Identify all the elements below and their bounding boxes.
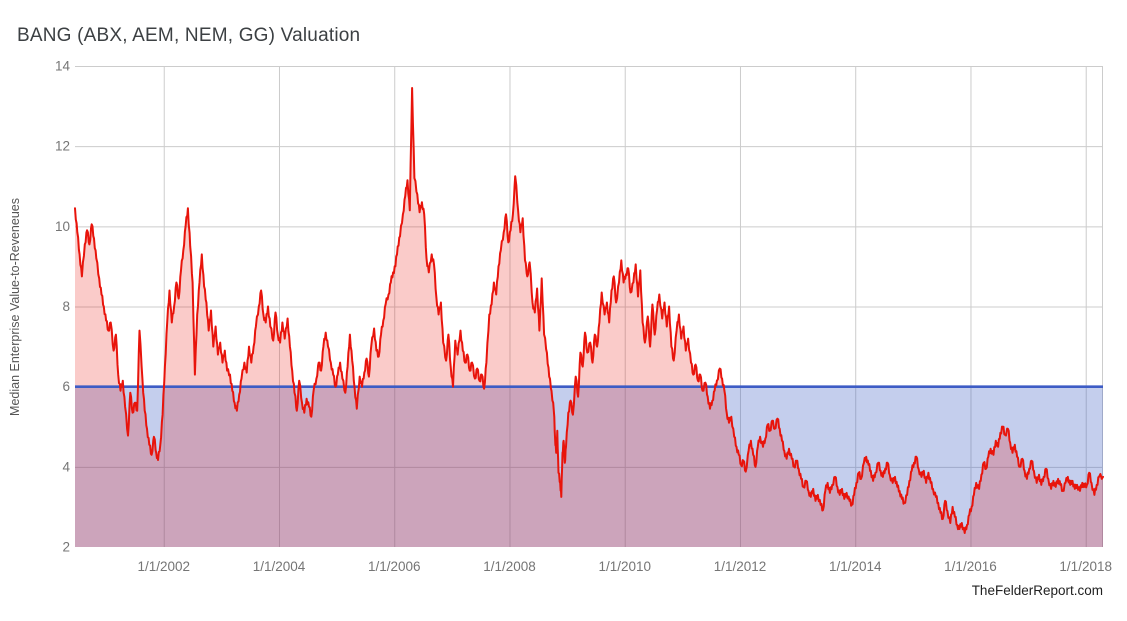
x-tick-label: 1/1/2008 — [483, 559, 536, 574]
chart-title: BANG (ABX, AEM, NEM, GG) Valuation — [17, 24, 361, 46]
x-tick-label: 1/1/2018 — [1059, 559, 1112, 574]
x-tick-label: 1/1/2014 — [829, 559, 882, 574]
y-tick-label: 8 — [62, 299, 70, 314]
series-line — [74, 87, 1104, 534]
y-tick-label: 2 — [62, 540, 70, 555]
axis-tick-labels: 2 4 6 8 10 12 14 1/1/2002 1/1/2004 1/1/2006 1/1/20… — [55, 59, 1112, 575]
y-tick-label: 14 — [55, 59, 71, 74]
x-tick-label: 1/1/2016 — [944, 559, 997, 574]
gridlines — [75, 66, 1103, 547]
y-tick-label: 6 — [62, 379, 70, 394]
attribution-text: TheFelderReport.com — [971, 583, 1103, 598]
y-tick-label: 12 — [55, 139, 70, 154]
x-tick-label: 1/1/2012 — [714, 559, 767, 574]
y-tick-label: 10 — [55, 219, 70, 234]
x-tick-label: 1/1/2006 — [368, 559, 421, 574]
series-area — [75, 88, 1103, 547]
y-tick-label: 4 — [62, 459, 70, 474]
threshold-area — [75, 386, 1103, 547]
x-tick-label: 1/1/2004 — [253, 559, 306, 574]
x-tick-label: 1/1/2002 — [137, 559, 190, 574]
x-tick-label: 1/1/2010 — [598, 559, 651, 574]
